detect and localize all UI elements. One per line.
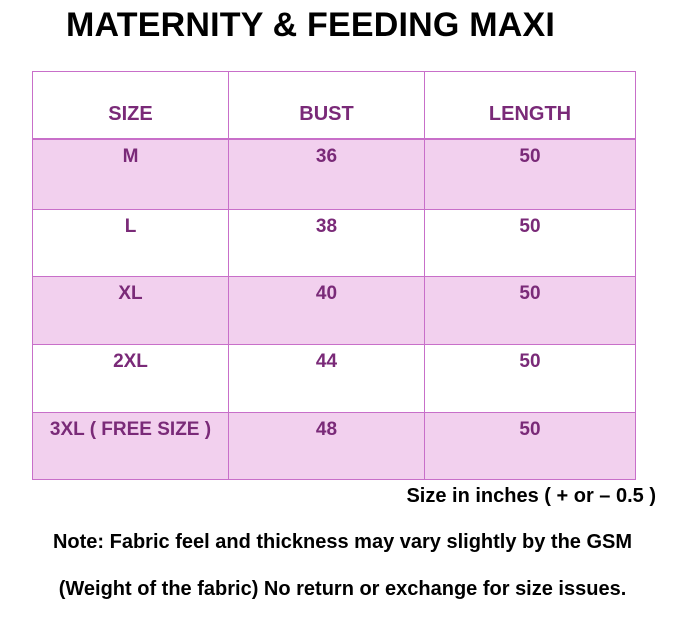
column-header-length: LENGTH <box>424 71 636 140</box>
cell-length: 50 <box>424 412 636 480</box>
cell-size: XL <box>32 276 229 345</box>
table-row: 2XL 44 50 <box>32 344 636 413</box>
fabric-note: Note: Fabric feel and thickness may vary… <box>52 531 633 553</box>
cell-bust: 38 <box>228 209 425 277</box>
cell-size: 3XL ( FREE SIZE ) <box>32 412 229 480</box>
table-row: XL 40 50 <box>32 276 636 345</box>
cell-size: L <box>32 209 229 277</box>
table-row: 3XL ( FREE SIZE ) 48 50 <box>32 412 636 480</box>
table-header-row: SIZE BUST LENGTH <box>32 71 636 140</box>
page-title: MATERNITY & FEEDING MAXI <box>66 6 556 44</box>
cell-bust: 44 <box>228 344 425 413</box>
cell-bust: 40 <box>228 276 425 345</box>
cell-length: 50 <box>424 276 636 345</box>
return-policy-note: (Weight of the fabric) No return or exch… <box>58 578 627 600</box>
cell-length: 50 <box>424 209 636 277</box>
size-tolerance-note: Size in inches ( + or – 0.5 ) <box>406 485 656 507</box>
column-header-size: SIZE <box>32 71 229 140</box>
cell-bust: 36 <box>228 138 425 210</box>
cell-length: 50 <box>424 344 636 413</box>
cell-length: 50 <box>424 138 636 210</box>
cell-bust: 48 <box>228 412 425 480</box>
size-chart-table: SIZE BUST LENGTH M 36 50 L 38 50 XL 40 5… <box>32 71 636 480</box>
table-row: M 36 50 <box>32 138 636 210</box>
column-header-bust: BUST <box>228 71 425 140</box>
cell-size: M <box>32 138 229 210</box>
cell-size: 2XL <box>32 344 229 413</box>
table-row: L 38 50 <box>32 209 636 277</box>
